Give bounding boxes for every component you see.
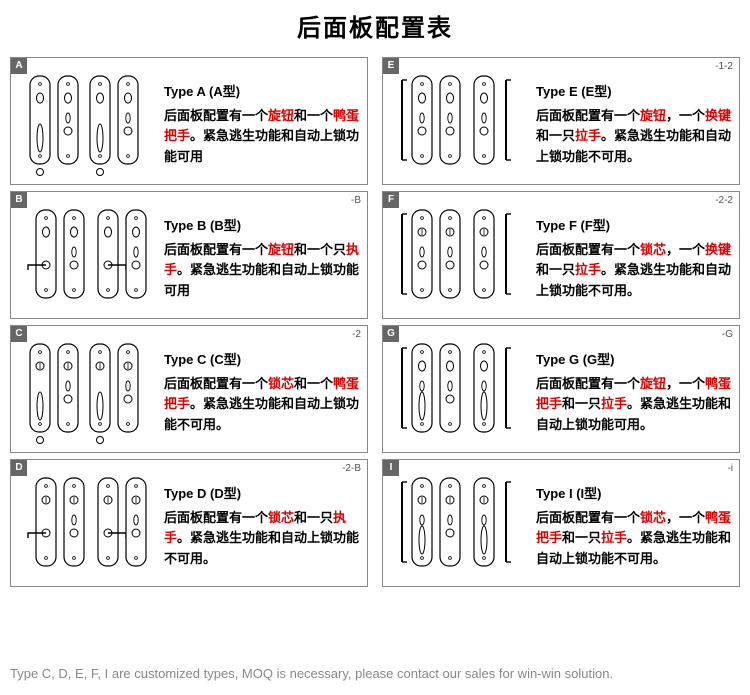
card-suffix: -B — [351, 195, 361, 206]
card-diagram — [13, 196, 158, 314]
card-text: Type F (F型) 后面板配置有一个锁芯，一个换键和一只拉手。紧急逃生功能和自… — [530, 209, 735, 300]
card-diagram — [385, 464, 530, 582]
card-text: Type I (I型) 后面板配置有一个锁芯，一个鸭蛋把手和一只拉手。紧急逃生功能… — [530, 477, 735, 568]
page-title: 后面板配置表 — [10, 8, 740, 43]
config-card: D -2-B Type D (D型) 后面板配置有一个锁芯和一只执手。紧急逃生功能和自… — [10, 459, 368, 587]
card-suffix: -2 — [352, 329, 361, 340]
config-card: G -G Type G (G型) 后面板配置有一个旋钮，一个鸭蛋把手和一只拉手。紧急逃… — [382, 325, 740, 453]
card-description: 后面板配置有一个锁芯和一只执手。紧急逃生功能和自动上锁功能不可用。 — [164, 508, 363, 568]
card-description: 后面板配置有一个锁芯，一个换键和一只拉手。紧急逃生功能和自动上锁功能不可用。 — [536, 240, 735, 300]
card-badge: B — [11, 192, 27, 208]
card-diagram — [13, 62, 158, 180]
config-card: E -1-2 Type E (E型) 后面板配置有一个旋钮，一个换键和一只拉手。紧急逃… — [382, 57, 740, 185]
card-badge: E — [383, 58, 399, 74]
card-description: 后面板配置有一个旋钮，一个换键和一只拉手。紧急逃生功能和自动上锁功能不可用。 — [536, 106, 735, 166]
card-badge: D — [11, 460, 27, 476]
card-description: 后面板配置有一个旋钮和一个鸭蛋把手。紧急逃生功能和自动上锁功能可用 — [164, 106, 363, 166]
card-suffix: -i — [727, 463, 733, 474]
config-card: B -B Type B (B型) 后面板配置有一个旋钮和一个只执手。紧急逃生功能和自动… — [10, 191, 368, 319]
card-badge: A — [11, 58, 27, 74]
type-label: Type C (C型) — [164, 349, 363, 368]
card-badge: C — [11, 326, 27, 342]
card-suffix: -G — [722, 329, 733, 340]
card-description: 后面板配置有一个锁芯，一个鸭蛋把手和一只拉手。紧急逃生功能和自动上锁功能不可用。 — [536, 508, 735, 568]
card-text: Type B (B型) 后面板配置有一个旋钮和一个只执手。紧急逃生功能和自动上锁功… — [158, 209, 363, 300]
type-label: Type F (F型) — [536, 215, 735, 234]
card-badge: F — [383, 192, 399, 208]
config-card: C -2 Type C (C型) 后面板配置有一个锁芯和一个鸭蛋把手。紧急逃生功能和自… — [10, 325, 368, 453]
card-text: Type A (A型) 后面板配置有一个旋钮和一个鸭蛋把手。紧急逃生功能和自动上锁… — [158, 75, 363, 166]
card-badge: I — [383, 460, 399, 476]
card-description: 后面板配置有一个旋钮和一个只执手。紧急逃生功能和自动上锁功能可用 — [164, 240, 363, 300]
card-badge: G — [383, 326, 399, 342]
config-card: A Type A (A型) 后面板配置有一个旋钮和一个鸭蛋把手。紧急逃生功能和自动上… — [10, 57, 368, 185]
card-diagram — [385, 62, 530, 180]
card-text: Type G (G型) 后面板配置有一个旋钮，一个鸭蛋把手和一只拉手。紧急逃生功能… — [530, 343, 735, 434]
type-label: Type D (D型) — [164, 483, 363, 502]
card-diagram — [385, 196, 530, 314]
card-description: 后面板配置有一个锁芯和一个鸭蛋把手。紧急逃生功能和自动上锁功能不可用。 — [164, 374, 363, 434]
card-text: Type C (C型) 后面板配置有一个锁芯和一个鸭蛋把手。紧急逃生功能和自动上锁… — [158, 343, 363, 434]
card-suffix: -1-2 — [715, 61, 733, 72]
footer-note: Type C, D, E, F, I are customized types,… — [10, 666, 613, 681]
config-card: F -2-2 Type F (F型) 后面板配置有一个锁芯，一个换键和一只拉手。紧急逃… — [382, 191, 740, 319]
card-suffix: -2-2 — [715, 195, 733, 206]
type-label: Type G (G型) — [536, 349, 735, 368]
card-text: Type D (D型) 后面板配置有一个锁芯和一只执手。紧急逃生功能和自动上锁功能… — [158, 477, 363, 568]
card-grid: A Type A (A型) 后面板配置有一个旋钮和一个鸭蛋把手。紧急逃生功能和自动上… — [10, 57, 740, 587]
card-diagram — [13, 330, 158, 448]
type-label: Type B (B型) — [164, 215, 363, 234]
card-diagram — [13, 464, 158, 582]
config-card: I -i Type I (I型) 后面板配置有一个锁芯，一个鸭蛋把手和一只拉手。紧急逃… — [382, 459, 740, 587]
type-label: Type A (A型) — [164, 81, 363, 100]
card-description: 后面板配置有一个旋钮，一个鸭蛋把手和一只拉手。紧急逃生功能和自动上锁功能可用。 — [536, 374, 735, 434]
card-diagram — [385, 330, 530, 448]
card-text: Type E (E型) 后面板配置有一个旋钮，一个换键和一只拉手。紧急逃生功能和自… — [530, 75, 735, 166]
card-suffix: -2-B — [342, 463, 361, 474]
type-label: Type E (E型) — [536, 81, 735, 100]
type-label: Type I (I型) — [536, 483, 735, 502]
